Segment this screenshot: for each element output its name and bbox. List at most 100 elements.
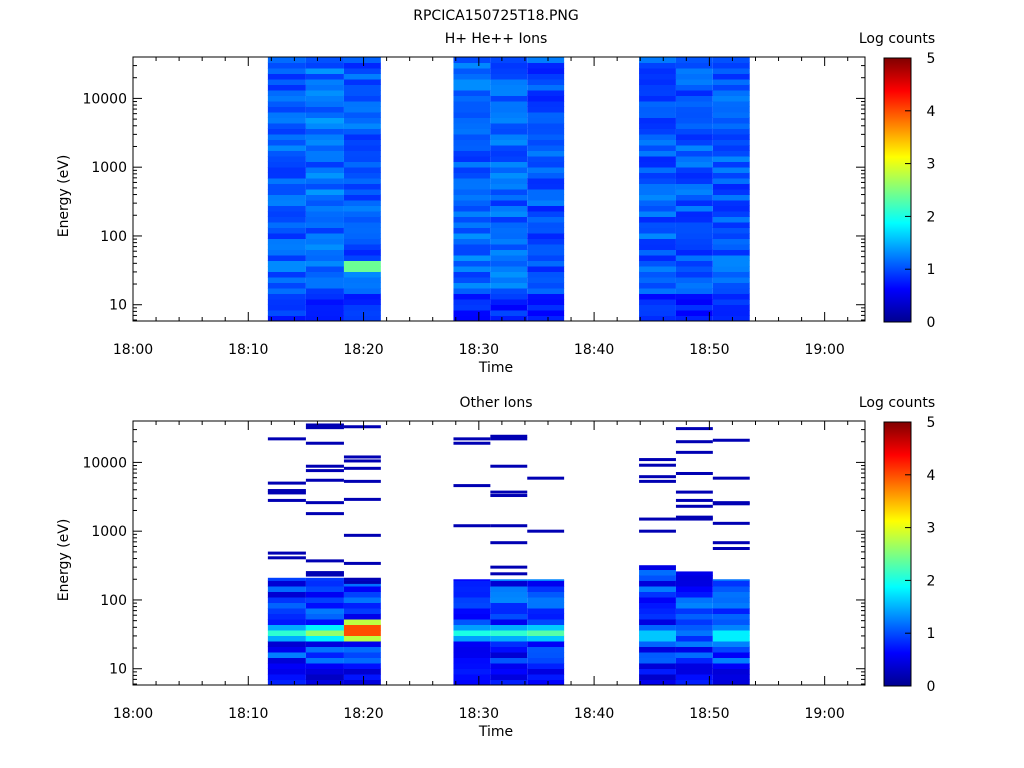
heatmap-cell xyxy=(639,178,676,184)
colorbar-tick-label: 2 xyxy=(927,573,936,589)
heatmap-cell xyxy=(527,597,565,603)
heatmap-cell xyxy=(305,90,344,96)
sparse-count-line xyxy=(267,556,306,560)
heatmap-cell xyxy=(527,288,565,294)
heatmap-cell xyxy=(527,73,565,80)
heatmap-cell xyxy=(490,200,528,206)
heatmap-cell xyxy=(343,90,381,96)
heatmap-cell xyxy=(305,657,344,664)
sparse-count-line xyxy=(305,469,344,473)
heatmap-cell xyxy=(639,233,676,239)
heatmap-cell xyxy=(675,299,713,305)
heatmap-cell xyxy=(267,194,306,201)
heatmap-cell xyxy=(343,68,381,74)
heatmap-cell xyxy=(639,79,676,85)
heatmap-cell xyxy=(712,591,750,598)
heatmap-cell xyxy=(639,575,676,581)
heatmap-cell xyxy=(267,205,306,212)
heatmap-cell xyxy=(267,106,306,113)
heatmap-cell xyxy=(527,668,565,675)
heatmap-cell xyxy=(527,293,565,300)
sparse-count-line xyxy=(267,551,306,555)
heatmap-cell xyxy=(343,624,381,631)
sparse-count-line xyxy=(675,490,713,494)
heatmap-cell xyxy=(527,674,565,680)
heatmap-cell xyxy=(712,579,750,581)
heatmap-cell xyxy=(639,641,676,647)
heatmap-cell xyxy=(675,315,713,322)
heatmap-cell xyxy=(490,271,528,278)
heatmap-cell xyxy=(527,90,565,96)
heatmap-cell xyxy=(343,608,381,614)
heatmap-cell xyxy=(639,222,676,228)
heatmap-cell xyxy=(343,183,381,190)
heatmap-cell xyxy=(712,586,750,592)
heatmap-cell xyxy=(343,602,381,609)
sparse-count-line xyxy=(712,476,750,480)
y-tick-label: 10 xyxy=(109,662,127,678)
heatmap-cell xyxy=(305,216,344,223)
heatmap-cell xyxy=(267,608,306,614)
heatmap-cell xyxy=(527,172,565,179)
heatmap-cell xyxy=(453,282,491,289)
sparse-count-line xyxy=(305,571,344,575)
heatmap-cell xyxy=(639,635,676,642)
heatmap-cell xyxy=(490,84,528,91)
heatmap-cell xyxy=(712,663,750,669)
heatmap-cell xyxy=(305,145,344,151)
heatmap-cell xyxy=(712,205,750,212)
heatmap-cell xyxy=(675,194,713,201)
sparse-count-line xyxy=(305,423,344,427)
panel-title: Other Ions xyxy=(459,395,532,411)
x-axis-label: Time xyxy=(478,724,513,740)
heatmap-cell xyxy=(453,674,491,680)
heatmap-cell xyxy=(712,233,750,239)
heatmap-cell xyxy=(712,244,750,250)
heatmap-cell xyxy=(490,178,528,184)
heatmap-cell xyxy=(305,172,344,179)
heatmap-cell xyxy=(639,646,676,653)
heatmap-cell xyxy=(453,183,491,190)
heatmap-cell xyxy=(490,586,528,592)
sparse-count-line xyxy=(343,425,381,429)
heatmap-cell xyxy=(343,288,381,294)
heatmap-cell xyxy=(490,602,528,609)
heatmap-cell xyxy=(305,299,344,305)
heatmap-cell xyxy=(305,315,344,322)
panel-title: H+ He++ Ions xyxy=(445,31,548,47)
heatmap-cell xyxy=(267,167,306,173)
heatmap-cell xyxy=(267,630,306,636)
heatmap-cell xyxy=(527,134,565,140)
heatmap-cell xyxy=(343,84,381,91)
heatmap-cell xyxy=(639,580,676,587)
heatmap-cell xyxy=(267,222,306,228)
heatmap-cell xyxy=(675,619,713,625)
heatmap-cell xyxy=(675,310,713,316)
heatmap-cell xyxy=(675,106,713,113)
heatmap-cell xyxy=(453,178,491,184)
heatmap-cell xyxy=(712,646,750,653)
heatmap-cell xyxy=(490,139,528,146)
heatmap-cell xyxy=(490,167,528,173)
heatmap-cell xyxy=(305,57,344,63)
heatmap-cell xyxy=(675,580,713,587)
heatmap-cell xyxy=(267,619,306,625)
heatmap-cell xyxy=(453,128,491,135)
heatmap-cell xyxy=(675,84,713,91)
heatmap-cell xyxy=(453,156,491,162)
heatmap-cell xyxy=(639,304,676,311)
heatmap-cell xyxy=(453,194,491,201)
heatmap-cell xyxy=(712,641,750,647)
heatmap-cell xyxy=(305,304,344,311)
heatmap-cell xyxy=(267,112,306,118)
x-tick-label: 19:00 xyxy=(804,342,844,358)
x-axis: 18:00 18:10 18:20 18:30 18:40 18:50 19:00 xyxy=(113,57,849,358)
heatmap-cell xyxy=(490,189,528,195)
heatmap-cell xyxy=(453,579,491,581)
heatmap-cell xyxy=(675,161,713,168)
colorbar-tick-label: 1 xyxy=(927,262,936,278)
sparse-count-line xyxy=(305,559,344,563)
heatmap-cell xyxy=(453,123,491,129)
heatmap-cell xyxy=(675,216,713,223)
